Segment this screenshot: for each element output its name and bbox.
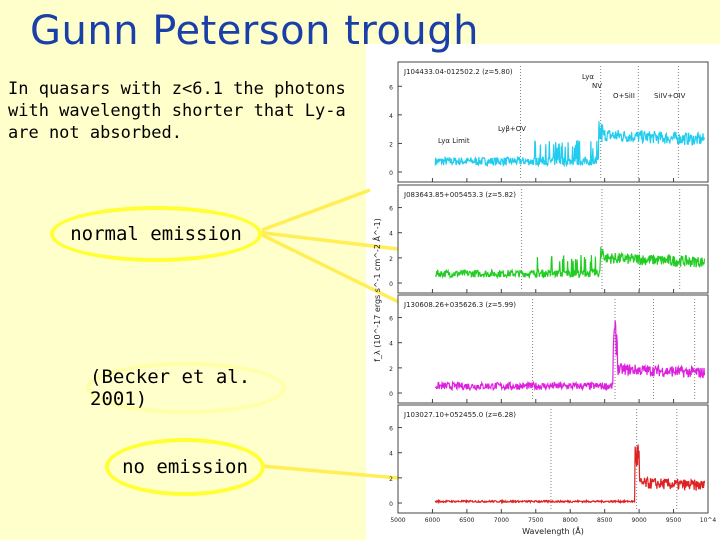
panel-frame	[397, 404, 709, 514]
y-tick-label: 2	[389, 256, 393, 263]
spectrum-line	[434, 444, 706, 505]
y-tick-label: 2	[389, 476, 393, 483]
x-tick-label: 9500	[666, 517, 681, 524]
pointer-arrow	[261, 188, 371, 232]
line-label-siiv: SiIV+OIV	[654, 92, 686, 100]
x-tick-label: 6000	[425, 517, 440, 524]
x-tick-label: 6500	[459, 517, 474, 524]
y-tick-label: 6	[389, 316, 393, 323]
line-label-nv: NV	[592, 82, 602, 90]
x-tick-label: 5000	[390, 517, 405, 524]
spectrum-line	[434, 121, 706, 168]
y-tick-label: 4	[389, 341, 393, 348]
y-tick-label: 0	[389, 170, 393, 177]
intro-line-2: with wavelength shorter that Ly-a	[8, 101, 346, 121]
line-label-o-si: O+SiII	[613, 92, 635, 100]
spectra-panels: f_λ (10^-17 ergs s^-1 cm^-2 Å^-1) 0 2 4 6 J10…	[371, 61, 717, 536]
slide-title: Gunn Peterson trough	[30, 8, 480, 54]
y-tick-label: 2	[389, 141, 393, 148]
x-tick-label: 8000	[563, 517, 578, 524]
spectrum-line	[434, 320, 706, 392]
y-tick-label: 2	[389, 366, 393, 373]
intro-text: In quasars with z<6.1 the photons with w…	[8, 78, 368, 144]
intro-line-1: In quasars with z<6.1 the photons	[8, 79, 346, 99]
normal-emission-label: normal emission	[50, 206, 262, 262]
x-tick-label: 8500	[597, 517, 612, 524]
line-label-ly-beta: Lyβ+OV	[498, 125, 526, 133]
no-emission-label: no emission	[105, 438, 265, 496]
x-tick-label: 7000	[494, 517, 509, 524]
citation-label: (Becker et al. 2001)	[86, 362, 286, 414]
y-axis-label: f_λ (10^-17 ergs s^-1 cm^-2 Å^-1)	[371, 218, 382, 362]
panel-name: J104433.04-012502.2 (z=5.80)	[403, 68, 513, 76]
x-axis-label: Wavelength (Å)	[522, 525, 584, 536]
y-tick-label: 6	[389, 84, 393, 91]
line-label-ly-limit: Lyα Limit	[438, 137, 470, 145]
panel-name: J103027.10+052455.0 (z=6.28)	[403, 411, 516, 419]
y-tick-label: 0	[389, 391, 393, 398]
y-tick-label: 6	[389, 426, 393, 433]
y-tick-label: 4	[389, 451, 393, 458]
panel-frame	[397, 61, 709, 183]
y-tick-label: 0	[389, 501, 393, 508]
intro-line-3: are not absorbed.	[8, 123, 182, 143]
y-tick-label: 6	[389, 206, 393, 213]
panel-name: J083643.85+005453.3 (z=5.82)	[403, 191, 516, 199]
y-tick-label: 4	[389, 113, 393, 120]
y-tick-label: 4	[389, 231, 393, 238]
y-tick-label: 0	[389, 281, 393, 288]
line-label-ly-alpha: Lyα	[582, 73, 594, 81]
x-tick-label: 7500	[528, 517, 543, 524]
panel-name: J130608.26+035626.3 (z=5.99)	[403, 301, 516, 309]
x-tick-label: 9000	[631, 517, 646, 524]
x-tick-label: 10^4	[700, 517, 717, 524]
spectrum-line	[434, 246, 706, 280]
